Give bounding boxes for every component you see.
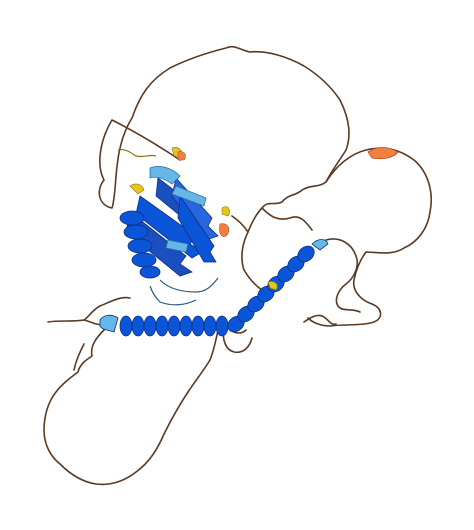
- beta-strand-light: [171, 185, 207, 207]
- beta-sheet-domain: [117, 147, 230, 306]
- domain-helix: [119, 210, 161, 279]
- left-strand: [47, 296, 131, 326]
- low-confidence-segment: [221, 206, 230, 217]
- bottom-loop: [43, 329, 219, 486]
- low-confidence-segment: [129, 183, 145, 195]
- disordered-coil-loops: [43, 45, 432, 486]
- top-loop: [98, 45, 350, 233]
- bottom-center-link: [222, 329, 253, 354]
- beta-strand-light: [165, 239, 189, 253]
- right-loop-inner: [325, 238, 361, 313]
- long-helix-diagonal: [227, 239, 329, 333]
- right-spur: [303, 314, 337, 326]
- beta-strand-light: [149, 166, 181, 185]
- beta-strand: [177, 194, 217, 263]
- very-low-confidence-segment: [219, 223, 230, 237]
- long-helix-horizontal: [99, 314, 229, 337]
- middle-link: [231, 207, 313, 291]
- left-spur: [73, 343, 85, 371]
- right-loop: [307, 147, 432, 327]
- orange-short-helix: [367, 147, 399, 160]
- very-low-confidence-segment: [177, 151, 186, 161]
